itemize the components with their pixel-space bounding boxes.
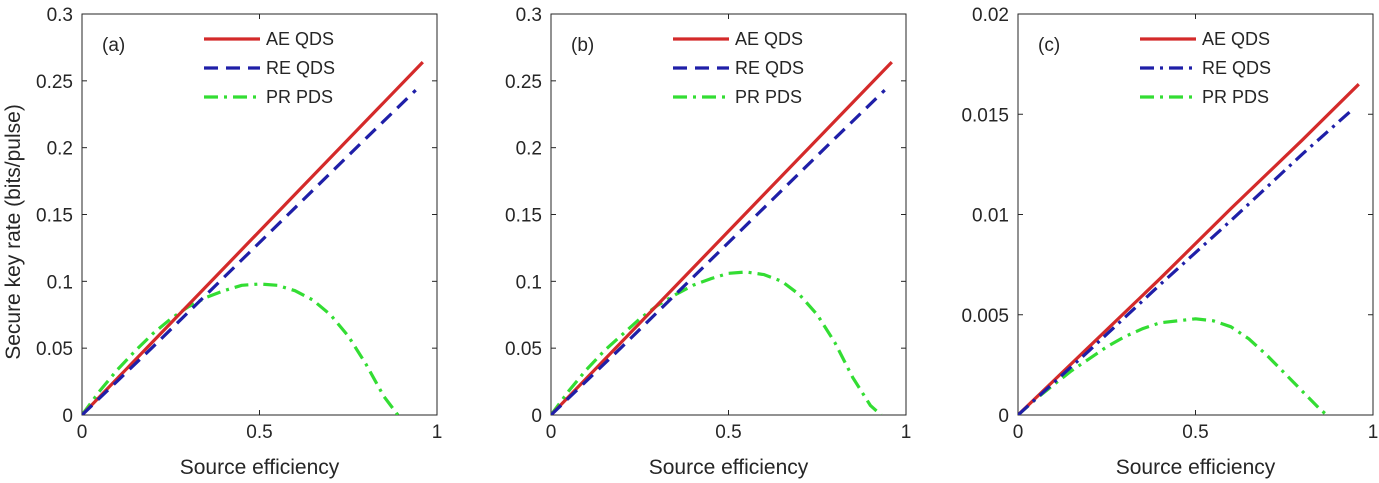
y-tick-label: 0.1 [516, 272, 542, 293]
y-tick-label: 0.15 [36, 206, 73, 227]
series-line-ae-qds [1018, 83, 1360, 415]
panel-label: (b) [571, 35, 594, 56]
figure-y-axis-label: Secure key rate (bits/pulse) [2, 104, 25, 360]
x-tick-label: 1 [1368, 422, 1379, 443]
x-tick-label: 0.5 [246, 422, 272, 443]
y-tick-label: 0.25 [36, 72, 73, 93]
y-tick-label: 0.15 [505, 206, 542, 227]
y-tick-label: 0.3 [516, 5, 542, 26]
y-tick-label: 0.015 [961, 105, 1009, 126]
y-tick-label: 0.1 [47, 272, 73, 293]
panels: 0 0.5 1 0 0.05 0.1 0.15 0.2 0.25 0.3 Source effici… [36, 5, 1378, 479]
chart-panel-a: 0 0.5 1 0 0.05 0.1 0.15 0.2 0.25 0.3 Source effici… [36, 5, 442, 479]
x-axis-label: Source efficiency [649, 456, 809, 479]
plot-frame [81, 13, 438, 416]
y-tick-label: 0 [531, 406, 542, 427]
panel-label: (c) [1038, 35, 1060, 56]
legend-label: RE QDS [1202, 58, 1271, 78]
legend-label: PR PDS [735, 87, 802, 107]
panel-label: (a) [102, 35, 125, 56]
y-tick-label: 0 [62, 406, 73, 427]
x-tick-label: 1 [432, 422, 443, 443]
x-tick-label: 0 [1013, 422, 1024, 443]
y-tick-label: 0.25 [505, 72, 542, 93]
y-tick-label: 0.3 [47, 5, 73, 26]
series-line-pr-pds [82, 282, 400, 415]
series-line-re-qds [551, 89, 886, 415]
series-line-re-qds [1018, 109, 1353, 415]
y-tick-label: 0.02 [972, 5, 1009, 26]
series-line-re-qds [82, 89, 417, 415]
legend-label: RE QDS [266, 58, 335, 78]
legend-label: RE QDS [735, 58, 804, 78]
y-tick-label: 0.05 [36, 339, 73, 360]
legend-label: AE QDS [735, 29, 803, 49]
plot-frame [550, 13, 907, 416]
y-tick-label: 0.01 [972, 206, 1009, 227]
x-axis-label: Source efficiency [180, 456, 340, 479]
y-tick-label: 0.2 [516, 139, 542, 160]
legend-label: AE QDS [1202, 29, 1270, 49]
y-tick-label: 0.2 [47, 139, 73, 160]
series-line-pr-pds [1018, 317, 1328, 415]
x-tick-label: 0.5 [715, 422, 741, 443]
x-tick-label: 1 [901, 422, 912, 443]
series-line-pr-pds [551, 270, 883, 415]
y-tick-label: 0.05 [505, 339, 542, 360]
series-line-ae-qds [82, 60, 424, 415]
x-tick-label: 0 [77, 422, 88, 443]
legend-label: PR PDS [266, 87, 333, 107]
chart-panel-b: 0 0.5 1 0 0.05 0.1 0.15 0.2 0.25 0.3 Source effici… [505, 5, 911, 479]
y-tick-label: 0 [998, 406, 1009, 427]
series-line-ae-qds [551, 60, 893, 415]
plot-frame [1017, 13, 1374, 416]
y-tick-label: 0.005 [961, 306, 1009, 327]
legend-label: PR PDS [1202, 87, 1269, 107]
chart-panel-c: 0 0.5 1 0 0.005 0.01 0.015 0.02 Source efficienc… [961, 5, 1378, 479]
x-axis-label: Source efficiency [1116, 456, 1276, 479]
x-tick-label: 0.5 [1182, 422, 1208, 443]
legend-label: AE QDS [266, 29, 334, 49]
x-tick-label: 0 [546, 422, 557, 443]
